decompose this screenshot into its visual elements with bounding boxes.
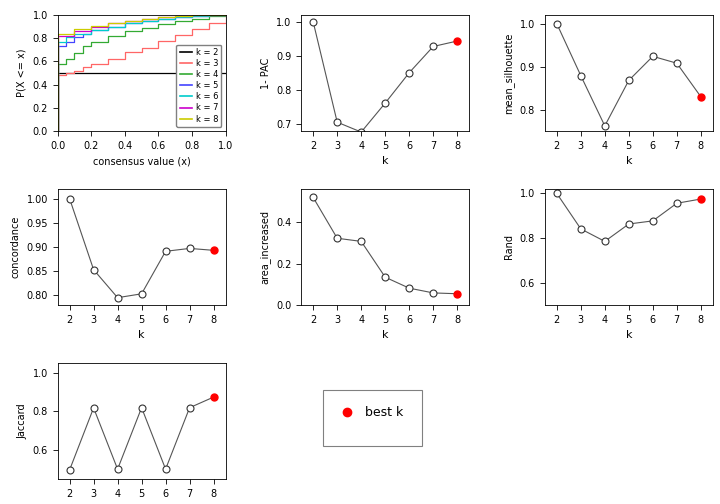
X-axis label: k: k [626, 330, 632, 340]
X-axis label: k: k [626, 156, 632, 166]
Legend: k = 2, k = 3, k = 4, k = 5, k = 6, k = 7, k = 8: k = 2, k = 3, k = 4, k = 5, k = 6, k = 7… [176, 45, 222, 127]
X-axis label: consensus value (x): consensus value (x) [93, 156, 191, 166]
X-axis label: k: k [382, 330, 389, 340]
Y-axis label: P(X <= x): P(X <= x) [17, 49, 27, 97]
Y-axis label: Rand: Rand [504, 234, 514, 260]
X-axis label: k: k [382, 156, 389, 166]
FancyBboxPatch shape [323, 390, 422, 447]
X-axis label: k: k [138, 330, 145, 340]
Text: best k: best k [365, 406, 403, 419]
Y-axis label: mean_silhouette: mean_silhouette [503, 32, 514, 114]
Y-axis label: Jaccard: Jaccard [17, 403, 27, 438]
Y-axis label: area_increased: area_increased [260, 210, 271, 284]
Y-axis label: concordance: concordance [11, 216, 21, 278]
Y-axis label: 1- PAC: 1- PAC [261, 57, 271, 89]
